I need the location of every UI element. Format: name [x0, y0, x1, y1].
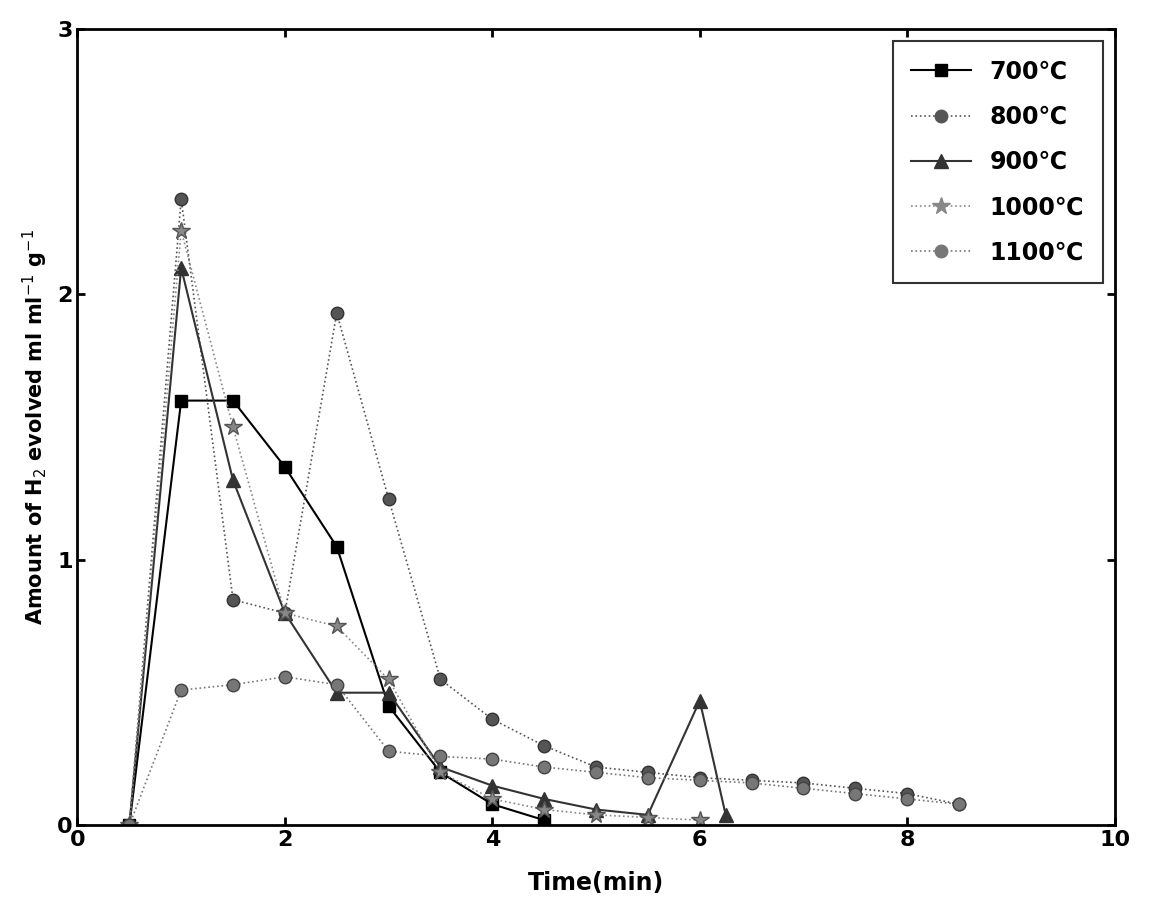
- Y-axis label: Amount of H$_2$ evolved ml ml$^{-1}$ g$^{-1}$: Amount of H$_2$ evolved ml ml$^{-1}$ g$^…: [21, 229, 49, 625]
- X-axis label: Time(min): Time(min): [528, 871, 664, 895]
- Legend: 700℃, 800℃, 900℃, 1000℃, 1100℃: 700℃, 800℃, 900℃, 1000℃, 1100℃: [893, 40, 1103, 283]
